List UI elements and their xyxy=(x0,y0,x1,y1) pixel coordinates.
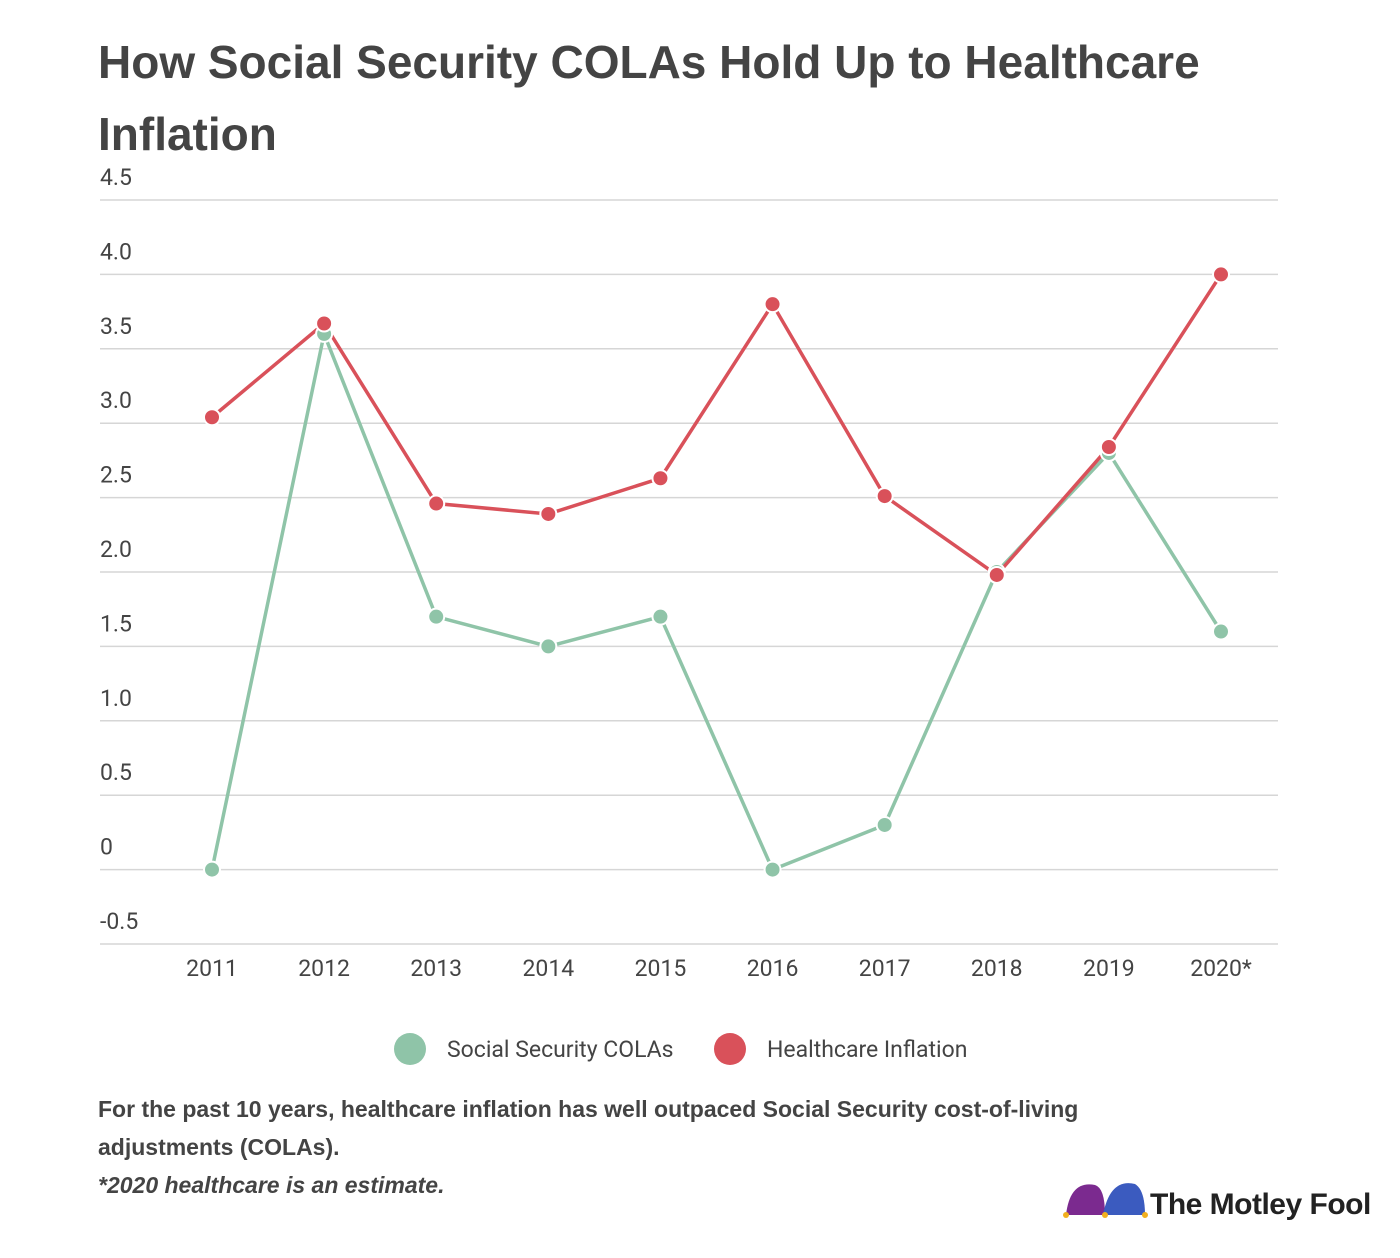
line xyxy=(210,327,1223,872)
logo-icon xyxy=(1063,1183,1148,1218)
data-point xyxy=(651,607,670,626)
line xyxy=(210,273,1223,578)
x-tick-label: 2019 xyxy=(1083,955,1135,982)
data-point xyxy=(875,815,894,834)
data-point xyxy=(427,494,446,513)
y-tick-label: 4.5 xyxy=(100,164,132,191)
data-point xyxy=(1099,438,1118,457)
data-point xyxy=(539,637,558,656)
y-tick-label: 3.5 xyxy=(100,313,132,340)
y-tick-label: 0 xyxy=(100,834,113,861)
legend-label: Healthcare Inflation xyxy=(767,1036,967,1063)
legend-swatch xyxy=(714,1033,746,1065)
data-point xyxy=(1212,622,1230,641)
note: For the past 10 years, healthcare inflat… xyxy=(98,1096,1079,1160)
x-tick-label: 2020* xyxy=(1190,955,1252,982)
y-tick-label: 1.5 xyxy=(100,610,132,637)
data-point xyxy=(763,860,782,879)
x-tick-label: 2015 xyxy=(635,955,687,982)
data-point xyxy=(315,314,334,333)
data-point xyxy=(539,504,558,523)
x-tick-label: 2012 xyxy=(298,955,350,982)
data-point xyxy=(203,860,221,879)
x-tick-label: 2013 xyxy=(410,955,462,982)
source-logo: The Motley Fool xyxy=(1150,1188,1371,1221)
data-point xyxy=(987,565,1006,584)
x-tick-label: 2017 xyxy=(859,955,911,982)
x-tick-label: 2011 xyxy=(186,955,238,982)
x-tick-label: 2014 xyxy=(522,955,574,982)
data-point xyxy=(763,295,782,314)
legend-label: Social Security COLAs xyxy=(447,1036,674,1063)
y-tick-label: 1.0 xyxy=(100,685,132,712)
data-point xyxy=(427,607,446,626)
x-tick-label: 2018 xyxy=(971,955,1023,982)
data-point xyxy=(203,408,221,427)
data-point xyxy=(875,487,894,506)
x-tick-label: 2016 xyxy=(747,955,799,982)
legend-swatch xyxy=(394,1033,426,1065)
chart-title: How Social Security COLAs Hold Up to Hea… xyxy=(98,36,1200,160)
y-tick-label: 2.0 xyxy=(100,536,132,563)
data-point xyxy=(1212,265,1230,284)
y-tick-label: -0.5 xyxy=(100,908,138,935)
note: *2020 healthcare is an estimate. xyxy=(98,1172,445,1198)
y-tick-label: 4.0 xyxy=(100,238,132,265)
y-tick-label: 2.5 xyxy=(100,462,132,489)
data-point xyxy=(651,469,670,488)
y-tick-label: 3.0 xyxy=(100,387,132,414)
y-tick-label: 0.5 xyxy=(100,759,132,786)
